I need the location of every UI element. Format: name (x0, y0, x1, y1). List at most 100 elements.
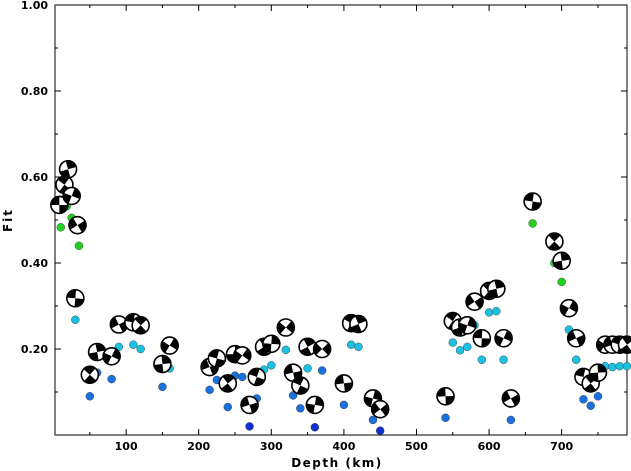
focal-mechanism-icon (262, 334, 281, 354)
fit-dot (71, 315, 80, 324)
fit-dot (608, 362, 617, 372)
focal-mechanism-icon (160, 336, 179, 355)
fit-dot (557, 277, 566, 287)
fit-dot (571, 355, 581, 364)
fit-dot (528, 219, 537, 228)
fit-dot (267, 361, 276, 370)
fit-dot (238, 372, 247, 382)
focal-mechanism-icon (66, 288, 85, 308)
focal-mechanism-icon (240, 395, 259, 415)
fit-dot (441, 413, 450, 422)
fit-dot (136, 344, 145, 354)
fit-dot (368, 415, 378, 425)
focal-mechanism-icon (80, 365, 100, 385)
fit-dot (205, 385, 214, 395)
fit-dot (354, 342, 363, 352)
x-tick-label: 600 (478, 440, 501, 453)
focal-mechanism-icon (545, 232, 564, 251)
focal-mechanism-icon (131, 316, 150, 335)
x-axis-label: Depth (km) (291, 456, 383, 470)
fit-dot (281, 345, 291, 355)
fit-dot (477, 355, 487, 364)
x-tick-label: 500 (405, 440, 428, 453)
y-tick-label: 0.80 (21, 85, 48, 98)
focal-mechanism-icon (465, 292, 484, 312)
fit-dot (310, 423, 320, 432)
fit-dots (56, 202, 631, 435)
focal-mechanisms (50, 159, 631, 419)
y-tick-label: 1.00 (21, 0, 48, 12)
focal-mechanism-icon (617, 335, 631, 354)
focal-mechanism-icon (87, 342, 107, 362)
focal-mechanism-icon (552, 251, 571, 271)
fit-dot (499, 355, 508, 364)
focal-mechanism-icon (58, 159, 78, 179)
focal-mechanism-icon (50, 195, 69, 215)
x-tick-label: 200 (187, 440, 210, 453)
focal-mechanism-icon (153, 354, 172, 374)
focal-mechanism-icon (102, 347, 121, 366)
focal-mechanism-icon (472, 328, 492, 348)
fit-dot (463, 342, 472, 352)
fit-dot (223, 402, 232, 412)
focal-mechanism-icon (312, 339, 332, 359)
fit-dot (339, 400, 349, 410)
fit-dot (579, 395, 588, 404)
fit-dot (375, 426, 385, 435)
fit-dot (455, 346, 465, 355)
focal-mechanism-icon (559, 298, 579, 318)
focal-mechanism-icon (291, 376, 310, 395)
fit-dot (288, 391, 298, 400)
fit-dot (85, 392, 95, 401)
fit-dot (303, 364, 312, 373)
focal-mechanism-icon (458, 316, 477, 335)
y-tick-label: 0.40 (21, 257, 48, 270)
focal-mechanism-icon (276, 318, 296, 337)
focal-mechanism-icon (501, 389, 521, 408)
fit-dot (492, 306, 501, 316)
fit-dot (245, 422, 254, 431)
fit-dot (129, 340, 138, 349)
x-tick-label: 700 (550, 440, 573, 453)
fit-dot (107, 374, 116, 384)
x-tick-label: 300 (260, 440, 283, 453)
focal-mechanism-icon (62, 186, 81, 206)
fit-dot (74, 241, 84, 251)
fit-dot (484, 308, 494, 317)
focal-mechanism-icon (349, 314, 368, 334)
focal-mechanism-icon (487, 279, 506, 299)
focal-mechanism-icon (494, 328, 513, 348)
axes (54, 4, 628, 436)
x-tick-label: 400 (332, 440, 355, 453)
fit-dot (586, 401, 595, 410)
fit-dot (615, 362, 624, 371)
focal-mechanism-icon (247, 367, 267, 387)
y-tick-label: 0.20 (21, 343, 48, 356)
focal-mechanism-icon (588, 363, 608, 382)
fit-dot (622, 362, 631, 371)
plot-frame (54, 4, 628, 436)
focal-mechanism-icon (523, 192, 542, 211)
fit-dot (593, 392, 603, 401)
focal-mechanism-icon (370, 399, 390, 419)
focal-mechanism-icon (68, 215, 87, 235)
fit-dot (317, 366, 327, 375)
focal-mechanism-icon (232, 346, 252, 365)
focal-mechanism-icon (218, 374, 238, 393)
focal-mechanism-icon (305, 395, 325, 415)
fit-dot (506, 415, 516, 425)
fit-dot (448, 338, 457, 347)
focal-mechanism-icon (566, 328, 586, 348)
y-tick-label: 0.60 (21, 171, 48, 184)
focal-mechanism-icon (207, 349, 227, 368)
fit-dot (56, 223, 66, 232)
x-tick-label: 100 (115, 440, 138, 453)
y-axis-label: Fit (1, 208, 15, 232)
fit-dot (158, 382, 167, 392)
fit-dot (296, 404, 305, 413)
focal-mechanism-icon (334, 374, 354, 393)
focal-mechanism-icon (436, 386, 455, 406)
fit-dot (346, 340, 356, 349)
ticks: 0.20 0.40 0.60 0.80 1.00 100 200 300 400 500 600 70… (21, 0, 627, 453)
